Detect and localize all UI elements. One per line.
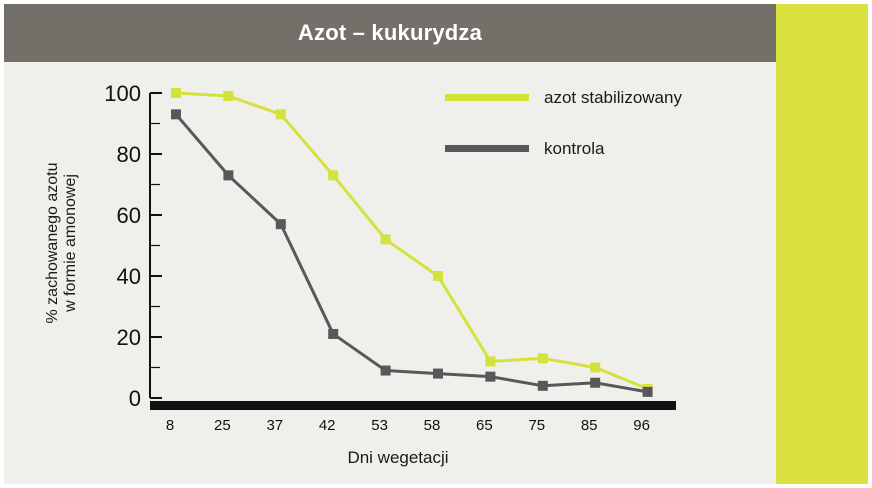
x-tick-label: 25 (214, 417, 231, 434)
data-point (590, 377, 601, 388)
y-tick-label: 40 (117, 264, 141, 289)
data-point (328, 328, 339, 339)
data-point (590, 362, 601, 373)
series-line (174, 113, 648, 394)
data-point (433, 368, 443, 379)
legend-swatch (445, 94, 529, 101)
series-layer (171, 88, 653, 397)
series-stabilized (171, 88, 653, 394)
data-point (171, 88, 181, 98)
y-tick-label: 0 (129, 386, 141, 411)
y-axis-label-line-1: % zachowanego azotu (44, 163, 61, 324)
y-tick-label: 20 (117, 325, 141, 350)
data-point (275, 109, 286, 120)
legend-label: azot stabilizowany (544, 88, 682, 107)
x-tick-label: 58 (424, 417, 441, 434)
accent-bar (776, 4, 868, 484)
chart-title: Azot – kukurydza (297, 20, 483, 45)
chart-legend: azot stabilizowany kontrola (445, 88, 682, 158)
chart-header: Azot – kukurydza (4, 4, 776, 62)
x-tick-label: 8 (166, 417, 174, 434)
data-point (485, 371, 496, 382)
data-point (642, 386, 653, 397)
data-point (223, 91, 234, 102)
x-tick-label: 37 (266, 417, 283, 434)
x-tick-label: 96 (633, 417, 650, 434)
data-point (171, 109, 181, 120)
series-line (175, 91, 649, 391)
x-tick-label: 75 (528, 417, 545, 434)
data-point (433, 271, 443, 281)
x-tick-label: 42 (319, 417, 336, 434)
y-tick-label: 100 (104, 81, 141, 106)
data-point (537, 380, 548, 391)
legend-label: kontrola (544, 139, 605, 158)
x-tick-label: 85 (581, 417, 598, 434)
x-tick-label: 65 (476, 417, 493, 434)
data-point (328, 170, 339, 181)
data-point (223, 170, 234, 181)
y-axis-label-line-2: w formie amonowej (62, 174, 79, 313)
x-axis-label: Dni wegetacji (347, 448, 448, 467)
series-control (171, 109, 653, 397)
data-point (380, 365, 391, 376)
y-tick-label: 60 (117, 203, 141, 228)
chart-axes: 0 20 40 60 80 100 8 25 37 42 53 58 65 75 85 96 (104, 81, 676, 434)
data-point (485, 356, 496, 367)
x-tick-label: 53 (371, 417, 388, 434)
legend-swatch (445, 145, 529, 152)
data-point (275, 219, 286, 230)
y-tick-label: 80 (117, 142, 141, 167)
x-axis-bar (150, 401, 676, 410)
data-point (537, 353, 548, 364)
data-point (380, 234, 391, 245)
